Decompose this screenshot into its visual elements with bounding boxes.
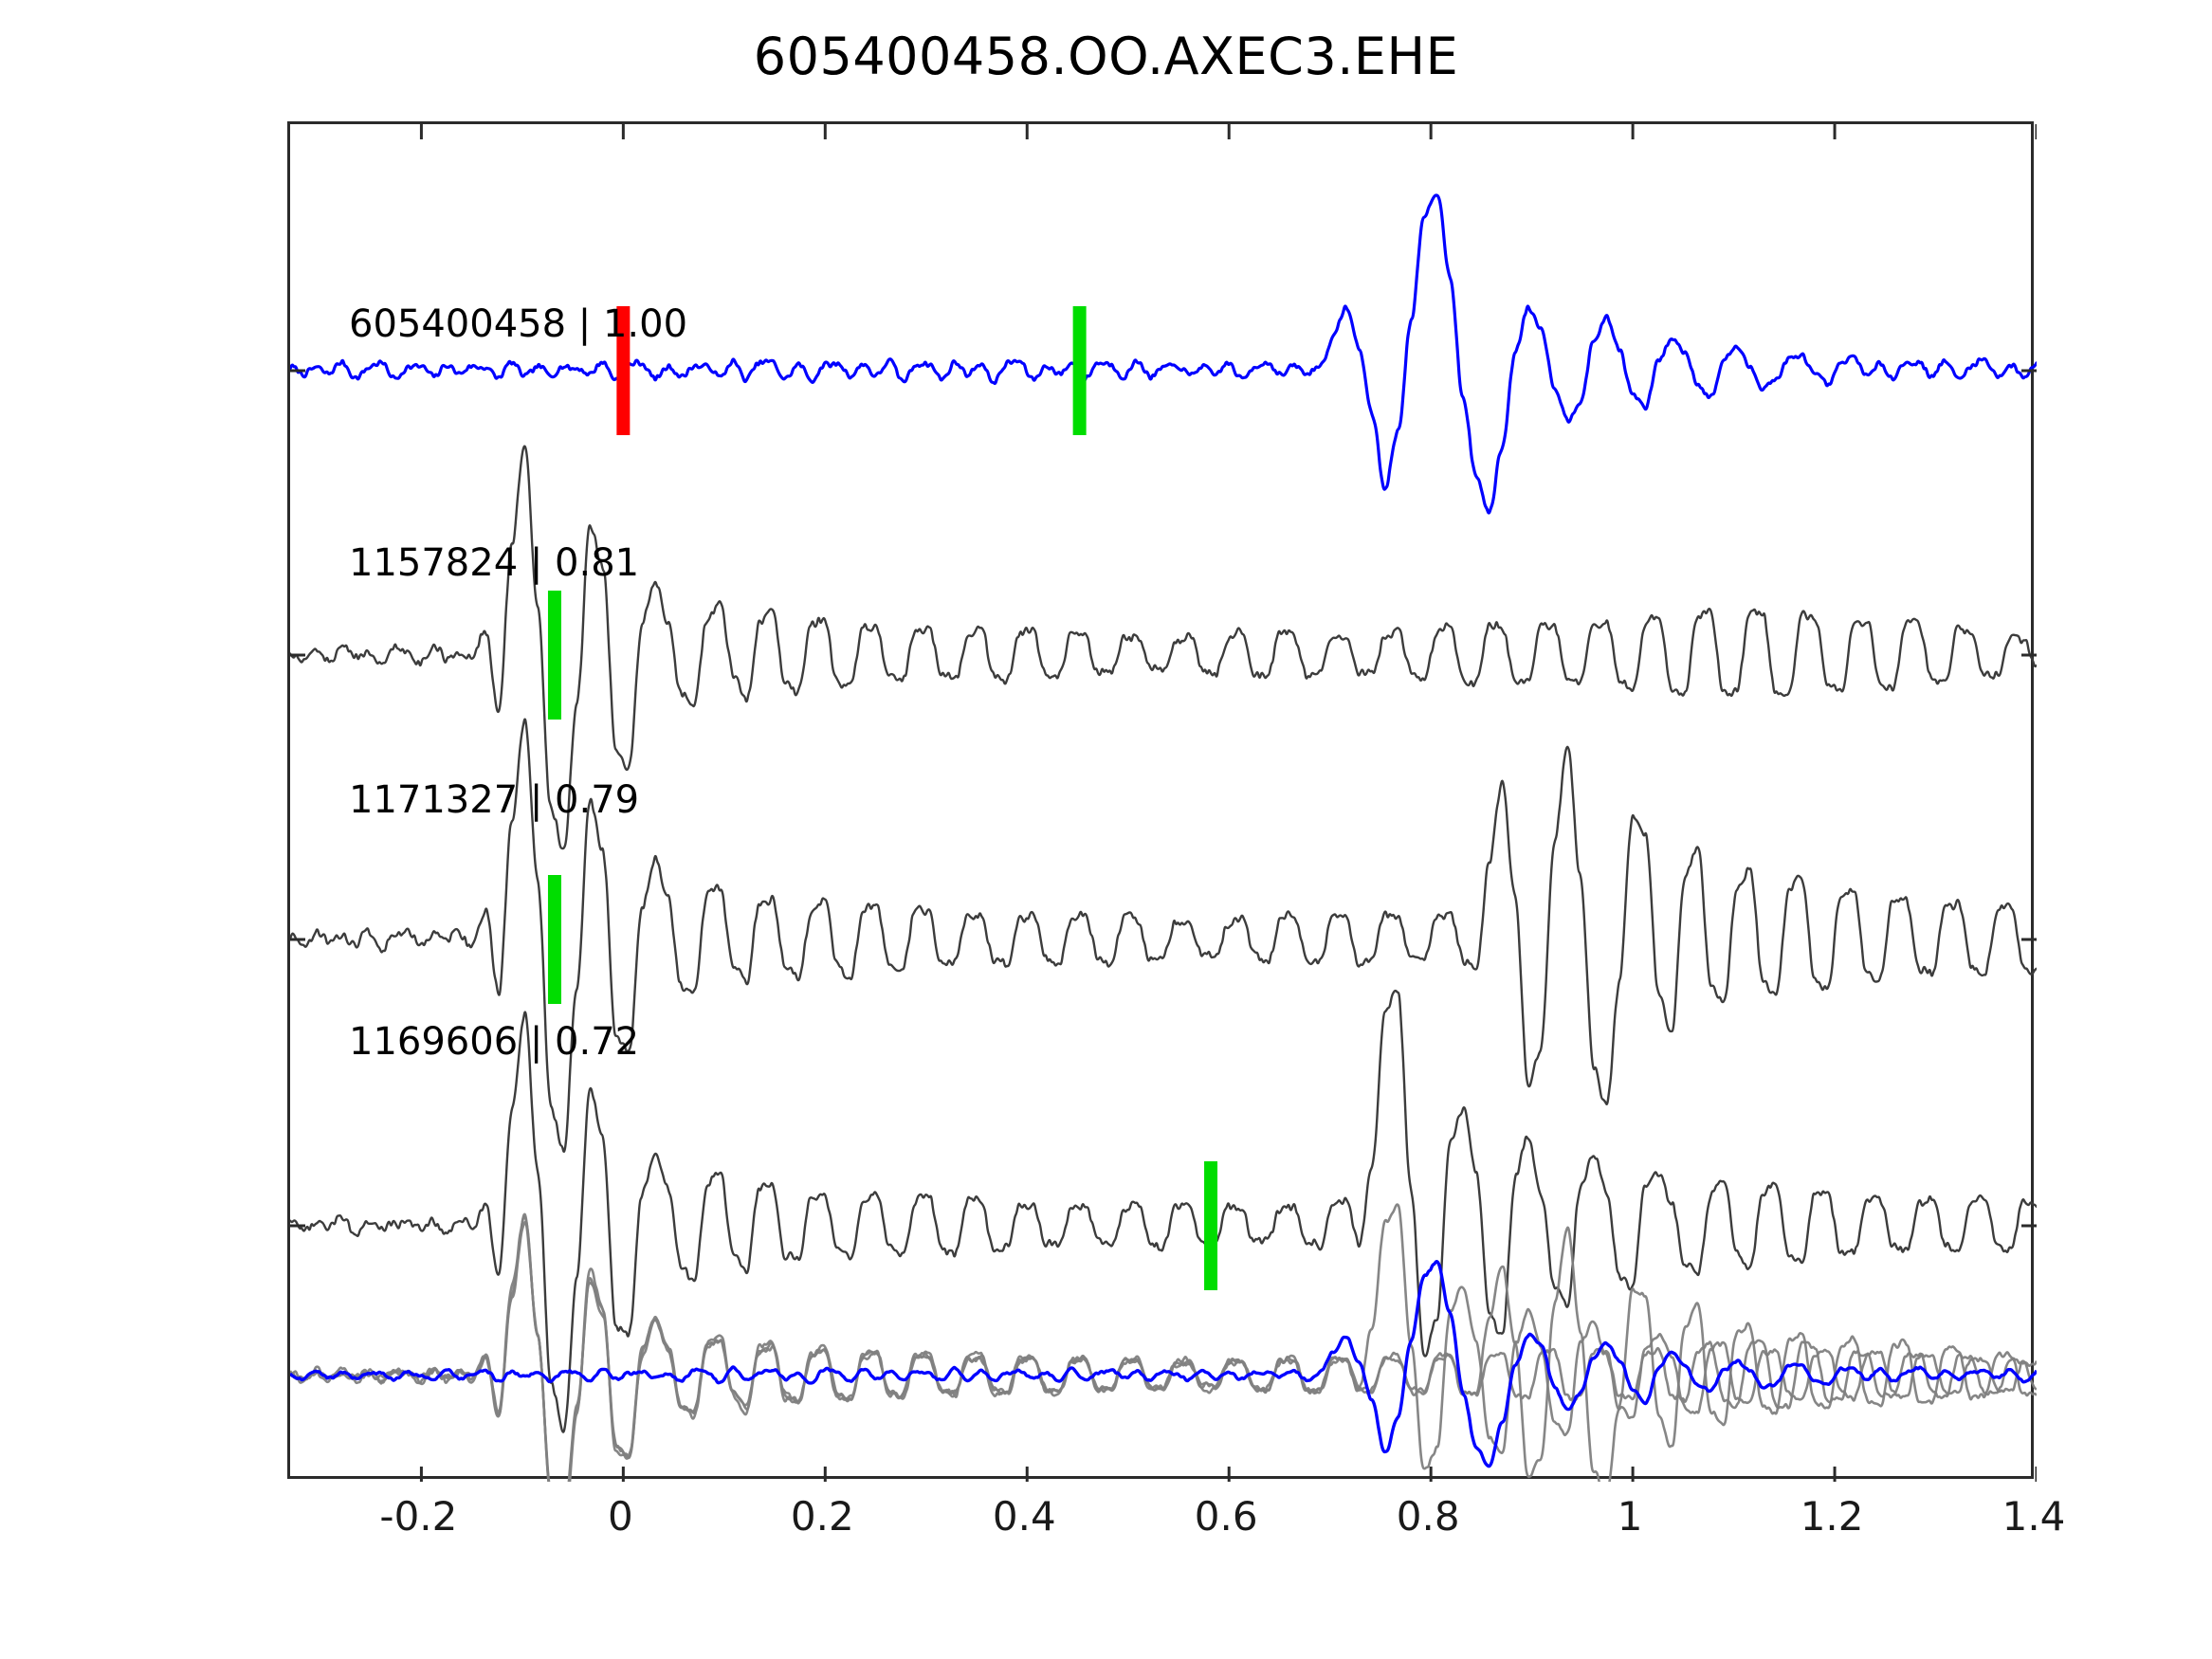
waveform-trace — [290, 718, 2037, 1153]
waveform-canvas — [290, 124, 2037, 1482]
axis-ticks-group — [290, 124, 2037, 1482]
pick-marker-green — [547, 591, 561, 720]
waveform-trace — [290, 193, 2037, 515]
page-title: 605400458.OO.AXEC3.EHE — [753, 27, 1459, 86]
x-axis-tick-label: 0.8 — [1396, 1493, 1460, 1540]
traces-group — [290, 193, 2037, 1482]
x-axis-tick-label: 0 — [608, 1493, 633, 1540]
pick-marker-green — [1072, 306, 1087, 435]
trace-label-3: 1169606 | 0.72 — [349, 1020, 640, 1064]
plot-area: 605400458 | 1.00 1157824 | 0.81 1171327 … — [287, 121, 2037, 1482]
stack-trace-reference — [290, 1260, 2037, 1468]
x-axis-tick-label: 1.4 — [2002, 1493, 2066, 1540]
stack-trace-gray — [290, 1203, 2037, 1482]
x-axis-tick-label: 1.2 — [1800, 1493, 1864, 1540]
x-axis-tick-label: -0.2 — [379, 1493, 458, 1540]
trace-label-2: 1171327 | 0.79 — [349, 778, 640, 822]
stack-trace-gray — [290, 1221, 2037, 1482]
pick-marker-green — [547, 875, 561, 1004]
trace-label-0: 605400458 | 1.00 — [349, 302, 688, 346]
pick-marker-green — [1204, 1161, 1218, 1290]
x-axis-tick-label: 0.2 — [790, 1493, 854, 1540]
pick-markers-group — [547, 306, 1218, 1290]
waveform-trace — [290, 445, 2037, 850]
x-axis-tick-label: 0.6 — [1194, 1493, 1258, 1540]
trace-label-1: 1157824 | 0.81 — [349, 541, 640, 585]
waveform-trace — [290, 989, 2037, 1433]
pick-marker-red — [616, 306, 631, 435]
x-axis-tick-label: 0.4 — [992, 1493, 1056, 1540]
x-axis-tick-label: 1 — [1617, 1493, 1643, 1540]
x-axis-tick-labels: -0.2 0 0.2 0.4 0.6 0.8 1 1.2 1.4 — [287, 1493, 2065, 1559]
